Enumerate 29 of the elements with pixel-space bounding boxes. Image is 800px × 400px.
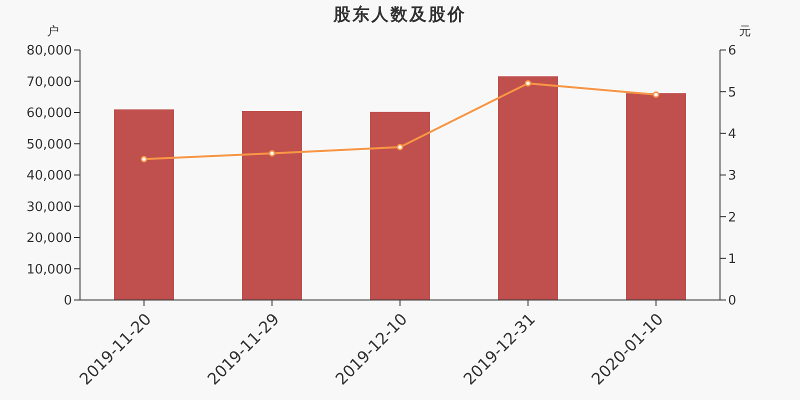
y2-tick-label: 5	[728, 85, 736, 100]
y-tick-label: 70,000	[26, 74, 72, 90]
bar	[242, 110, 302, 300]
y-tick-label: 30,000	[26, 200, 72, 215]
y-tick-label: 60,000	[26, 106, 72, 122]
y2-tick-label: 6	[728, 44, 736, 59]
bar	[370, 112, 430, 300]
y-tick-label: 40,000	[26, 168, 72, 184]
y-tick-label: 0	[64, 294, 72, 309]
y-axis-title: 户	[47, 24, 59, 38]
y2-tick-label: 4	[728, 126, 736, 142]
point	[140, 156, 148, 162]
y-tick-label: 10,000	[26, 262, 72, 278]
point	[396, 144, 404, 150]
y2-tick-label: 0	[728, 294, 736, 309]
bar	[114, 109, 174, 300]
point	[652, 91, 660, 98]
y-tick-label: 50,000	[26, 137, 72, 152]
bar	[626, 93, 686, 300]
y-tick-label: 80,000	[26, 44, 72, 59]
y2-tick-label: 1	[728, 252, 736, 267]
point	[268, 150, 276, 157]
y2-axis-title: 元	[739, 24, 751, 38]
y-tick-label: 20,000	[26, 231, 72, 246]
point	[524, 80, 532, 87]
chart-title: 股东人数及股价	[334, 5, 466, 25]
y2-tick-label: 3	[728, 168, 736, 184]
bar	[498, 76, 558, 300]
y2-tick-label: 2	[728, 210, 736, 226]
